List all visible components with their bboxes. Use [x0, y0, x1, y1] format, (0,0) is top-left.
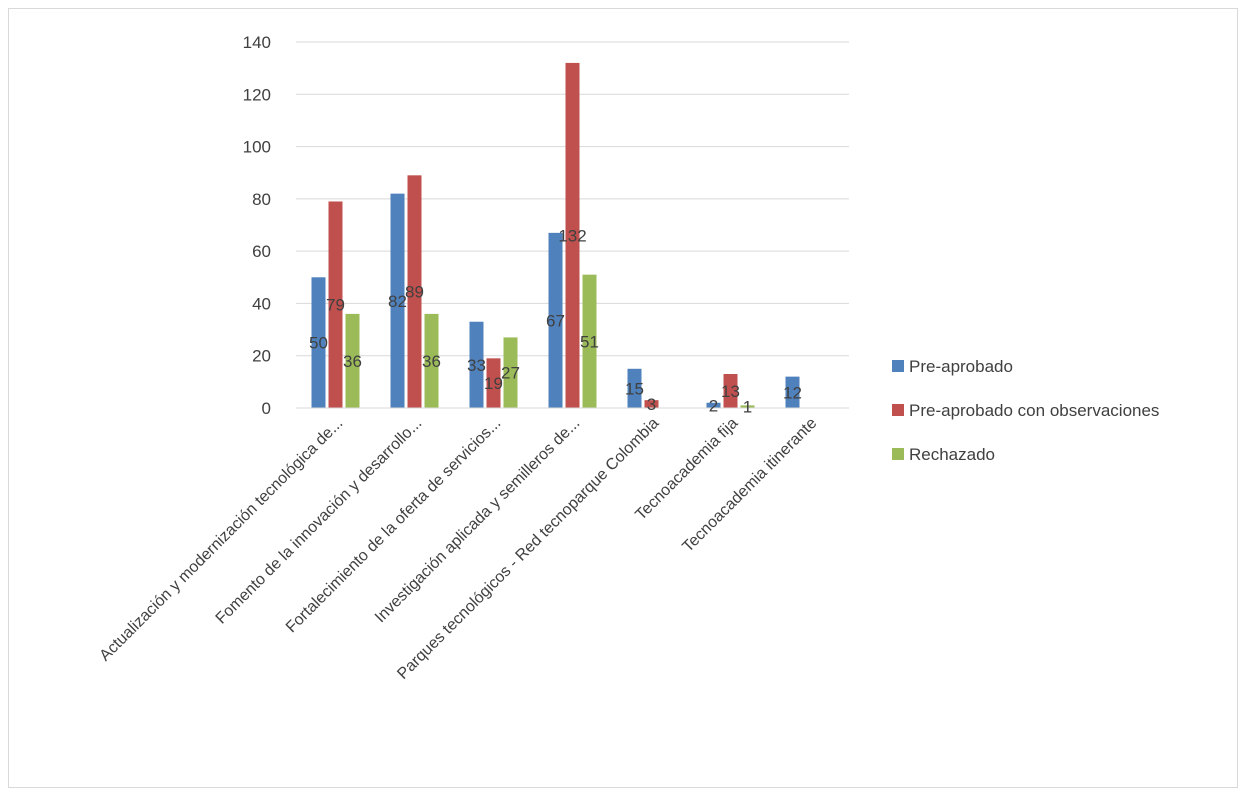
bar	[390, 193, 405, 408]
category-label: Tecnoacademia itinerante	[679, 415, 820, 556]
data-label: 2	[709, 396, 718, 415]
y-axis-tick-labels: 0 20 40 60 80 100 120 140	[243, 33, 271, 418]
data-label: 1	[743, 398, 752, 417]
data-label: 82	[388, 292, 407, 311]
data-label: 27	[501, 364, 520, 383]
legend-swatch	[892, 448, 904, 460]
bar	[548, 232, 563, 408]
bars	[311, 62, 800, 409]
data-label: 36	[422, 352, 441, 371]
y-tick-label: 140	[243, 33, 271, 52]
category-label: Parques tecnológicos - Red tecnoparque C…	[394, 415, 662, 683]
chart-frame: 0 20 40 60 80 100 120 140 50 79 36 82 89 36 33 19 27 67 1…	[8, 8, 1238, 788]
bar	[469, 321, 484, 408]
bar	[582, 274, 597, 408]
bar	[345, 313, 360, 408]
bar	[627, 368, 642, 408]
legend-swatch	[892, 360, 904, 372]
y-tick-label: 20	[252, 347, 271, 366]
bar	[407, 175, 422, 408]
y-tick-label: 80	[252, 190, 271, 209]
y-tick-label: 40	[252, 294, 271, 313]
data-label: 19	[484, 374, 503, 393]
legend-label: Pre-aprobado	[909, 357, 1013, 376]
data-label: 33	[467, 356, 486, 375]
bar	[785, 376, 800, 408]
bar	[706, 402, 721, 408]
data-label: 3	[647, 395, 656, 414]
bar	[644, 400, 659, 408]
data-label: 13	[721, 382, 740, 401]
y-tick-label: 100	[243, 138, 271, 157]
bar	[723, 374, 738, 408]
legend-label: Pre-aprobado con observaciones	[909, 401, 1159, 420]
legend-label: Rechazado	[909, 445, 995, 464]
legend: Pre-aprobado Pre-aprobado con observacion…	[892, 357, 1159, 464]
data-label: 79	[326, 296, 345, 315]
y-tick-label: 60	[252, 242, 271, 261]
bar	[311, 277, 326, 408]
data-label: 15	[625, 379, 644, 398]
data-label: 51	[580, 332, 599, 351]
bar	[503, 337, 518, 408]
data-label: 12	[783, 383, 802, 402]
x-axis-category-labels: Actualización y modernización tecnológic…	[97, 415, 821, 683]
bar	[424, 313, 439, 408]
bar	[565, 62, 580, 409]
y-tick-label: 0	[262, 399, 271, 418]
bar	[740, 405, 755, 408]
data-label: 36	[343, 352, 362, 371]
data-label: 132	[558, 226, 586, 245]
data-label: 67	[546, 311, 565, 330]
y-tick-label: 120	[243, 85, 271, 104]
data-label: 50	[309, 334, 328, 353]
legend-swatch	[892, 404, 904, 416]
bar	[486, 358, 501, 408]
bar	[328, 201, 343, 408]
data-label: 89	[405, 283, 424, 302]
